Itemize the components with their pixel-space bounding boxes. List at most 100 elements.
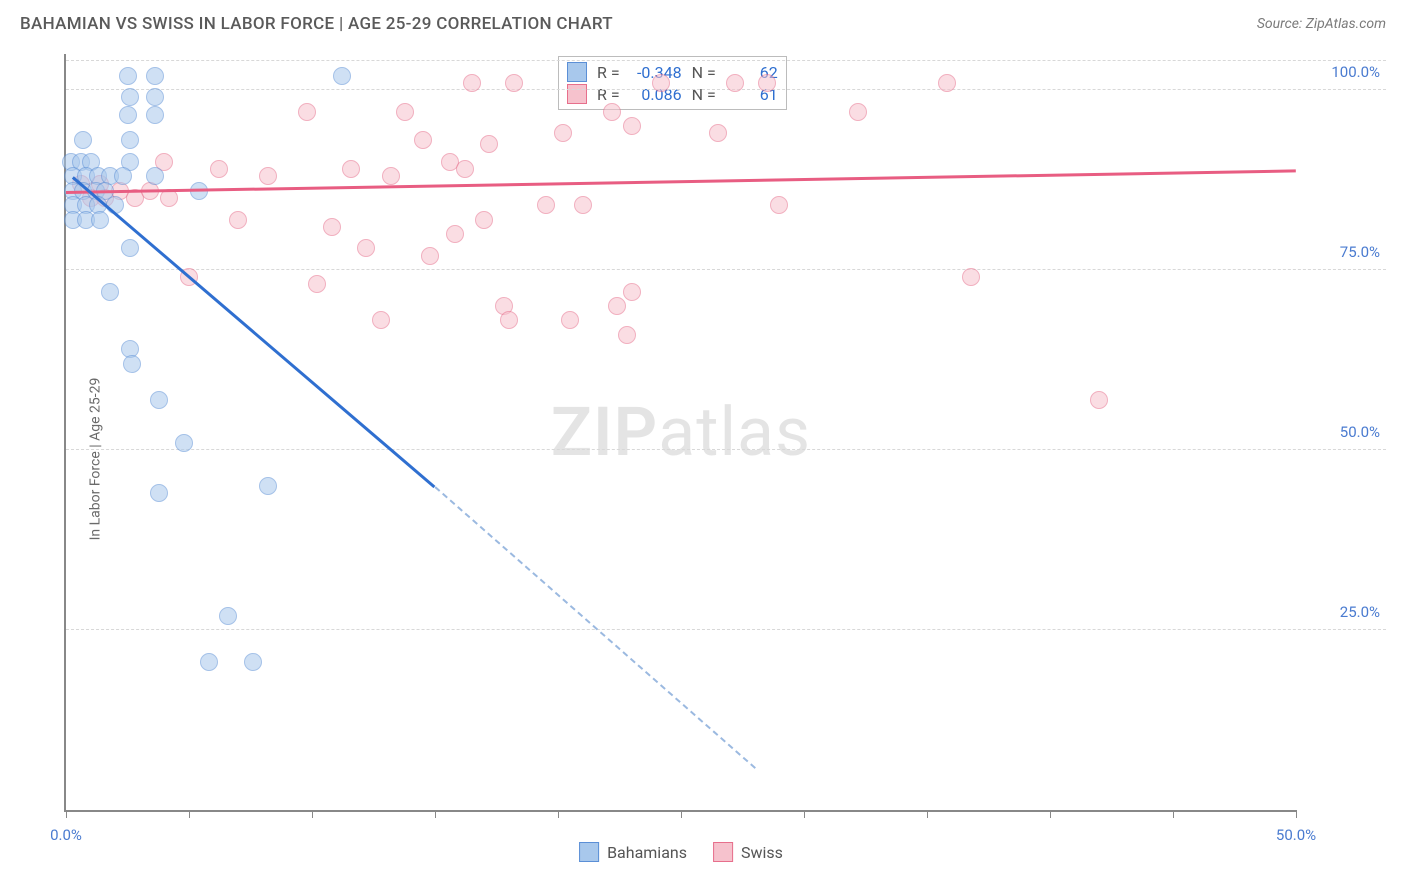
n-label: N =	[692, 85, 716, 104]
point-swiss	[308, 275, 326, 293]
r-label: R =	[597, 85, 620, 104]
point-swiss	[396, 103, 414, 121]
point-swiss	[357, 239, 375, 257]
gridline	[66, 60, 1386, 61]
point-bahamians	[121, 88, 139, 106]
r-label: R =	[597, 63, 620, 82]
point-bahamians	[175, 434, 193, 452]
trendline-swiss	[66, 169, 1296, 193]
point-swiss	[229, 211, 247, 229]
point-bahamians	[123, 355, 141, 373]
gridline	[66, 629, 1386, 630]
point-bahamians	[146, 167, 164, 185]
ytick-label: 100.0%	[1331, 63, 1380, 81]
xtick	[681, 810, 682, 818]
point-bahamians	[121, 131, 139, 149]
point-swiss	[414, 131, 432, 149]
chart-area: In Labor Force | Age 25-29 ZIPatlas R = …	[20, 46, 1386, 872]
gridline	[66, 449, 1386, 450]
xtick-label: 0.0%	[50, 826, 82, 844]
point-swiss	[475, 211, 493, 229]
xtick	[927, 810, 928, 818]
point-swiss	[500, 311, 518, 329]
xtick	[558, 810, 559, 818]
ytick-label: 75.0%	[1340, 243, 1380, 261]
stats-legend: R = -0.348 N = 62 R = 0.086 N = 61	[558, 56, 787, 110]
ytick-label: 50.0%	[1340, 423, 1380, 441]
point-swiss	[709, 124, 727, 142]
point-bahamians	[200, 653, 218, 671]
point-swiss	[608, 297, 626, 315]
point-bahamians	[121, 239, 139, 257]
point-swiss	[463, 74, 481, 92]
point-swiss	[758, 74, 776, 92]
point-bahamians	[150, 484, 168, 502]
xtick	[1173, 810, 1174, 818]
point-swiss	[505, 74, 523, 92]
plot-region: ZIPatlas R = -0.348 N = 62 R = 0.086 N =…	[64, 54, 1296, 812]
legend-label-bahamians: Bahamians	[607, 843, 687, 862]
trendline-bahamians-extrapolated	[434, 486, 755, 769]
point-bahamians	[91, 211, 109, 229]
point-swiss	[561, 311, 579, 329]
source-label: Source: ZipAtlas.com	[1257, 16, 1386, 32]
xtick	[804, 810, 805, 818]
trendline-bahamians	[73, 177, 436, 488]
swatch-blue-icon	[579, 842, 599, 862]
gridline	[66, 269, 1386, 270]
point-swiss	[603, 103, 621, 121]
point-bahamians	[150, 391, 168, 409]
point-swiss	[298, 103, 316, 121]
ytick-label: 25.0%	[1340, 603, 1380, 621]
point-swiss	[623, 117, 641, 135]
legend-label-swiss: Swiss	[741, 843, 783, 862]
point-bahamians	[259, 477, 277, 495]
point-bahamians	[119, 106, 137, 124]
stats-row-swiss: R = 0.086 N = 61	[567, 83, 778, 105]
point-bahamians	[146, 106, 164, 124]
point-bahamians	[244, 653, 262, 671]
point-bahamians	[101, 283, 119, 301]
point-swiss	[372, 311, 390, 329]
point-bahamians	[114, 167, 132, 185]
point-swiss	[962, 268, 980, 286]
xtick-label: 50.0%	[1276, 826, 1316, 844]
n-label: N =	[692, 63, 716, 82]
xtick	[1050, 810, 1051, 818]
point-swiss	[210, 160, 228, 178]
point-swiss	[446, 225, 464, 243]
bottom-legend: Bahamians Swiss	[579, 842, 783, 862]
point-bahamians	[146, 67, 164, 85]
xtick	[312, 810, 313, 818]
point-bahamians	[333, 67, 351, 85]
point-swiss	[456, 160, 474, 178]
point-swiss	[652, 74, 670, 92]
legend-item-bahamians: Bahamians	[579, 842, 687, 862]
xtick	[66, 810, 67, 818]
point-swiss	[537, 196, 555, 214]
point-swiss	[1090, 391, 1108, 409]
xtick	[1296, 810, 1297, 818]
point-bahamians	[146, 88, 164, 106]
stats-row-bahamians: R = -0.348 N = 62	[567, 61, 778, 83]
swatch-pink-icon	[567, 84, 587, 104]
point-swiss	[770, 196, 788, 214]
point-swiss	[938, 74, 956, 92]
gridline	[66, 89, 1386, 90]
point-swiss	[726, 74, 744, 92]
legend-item-swiss: Swiss	[713, 842, 783, 862]
point-swiss	[342, 160, 360, 178]
point-swiss	[480, 135, 498, 153]
point-swiss	[623, 283, 641, 301]
point-swiss	[554, 124, 572, 142]
point-bahamians	[119, 67, 137, 85]
watermark: ZIPatlas	[551, 392, 811, 472]
point-swiss	[618, 326, 636, 344]
chart-title: BAHAMIAN VS SWISS IN LABOR FORCE | AGE 2…	[20, 14, 613, 34]
point-bahamians	[74, 131, 92, 149]
swatch-pink-icon	[713, 842, 733, 862]
point-swiss	[574, 196, 592, 214]
point-swiss	[421, 247, 439, 265]
point-bahamians	[219, 607, 237, 625]
swatch-blue-icon	[567, 62, 587, 82]
